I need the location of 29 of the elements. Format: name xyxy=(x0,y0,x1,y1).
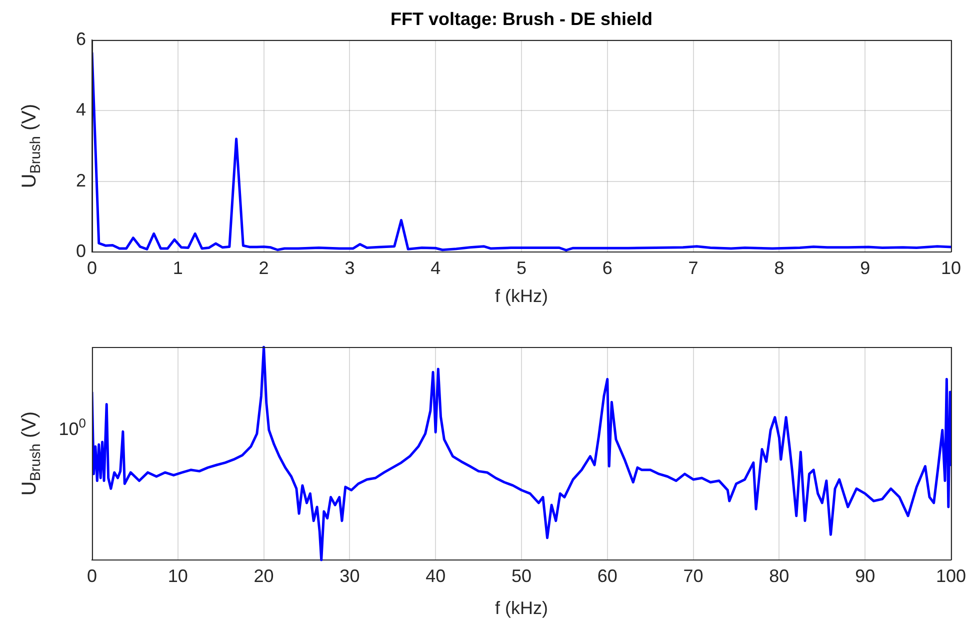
x-tick-label: 30 xyxy=(340,566,360,586)
y-tick-label: 0 xyxy=(76,240,86,261)
x-tick-label: 50 xyxy=(511,566,532,586)
x-tick-label: 1 xyxy=(172,258,183,278)
x-tick-label: 80 xyxy=(769,566,790,586)
x-tick-label: 5 xyxy=(516,258,527,278)
chart-title: FFT voltage: Brush - DE shield xyxy=(390,8,653,29)
y-tick-label: 2 xyxy=(76,170,86,190)
y-axis-title: UBrush (V) xyxy=(18,411,44,496)
x-tick-label: 10 xyxy=(940,258,962,278)
x-tick-label: 4 xyxy=(430,258,441,278)
x-tick-label: 10 xyxy=(168,566,188,586)
y-tick-label: 4 xyxy=(76,100,86,120)
x-tick-label: 6 xyxy=(602,258,612,278)
x-tick-label: 2 xyxy=(258,258,269,278)
x-axis-title: f (kHz) xyxy=(494,598,548,618)
x-tick-label: 100 xyxy=(936,566,966,586)
x-tick-label: 3 xyxy=(344,258,355,278)
x-tick-label: 40 xyxy=(426,566,446,586)
x-tick-label: 8 xyxy=(774,258,784,278)
x-tick-label: 70 xyxy=(683,566,704,586)
x-tick-label: 7 xyxy=(688,258,698,278)
x-tick-label: 90 xyxy=(855,566,876,586)
y-tick-label: 6 xyxy=(76,28,86,49)
x-tick-label: 60 xyxy=(597,566,618,586)
y-axis-title: UBrush (V) xyxy=(18,104,44,188)
x-tick-label: 20 xyxy=(254,566,274,586)
x-axis-title: f (kHz) xyxy=(495,286,548,306)
x-tick-label: 9 xyxy=(860,258,870,278)
